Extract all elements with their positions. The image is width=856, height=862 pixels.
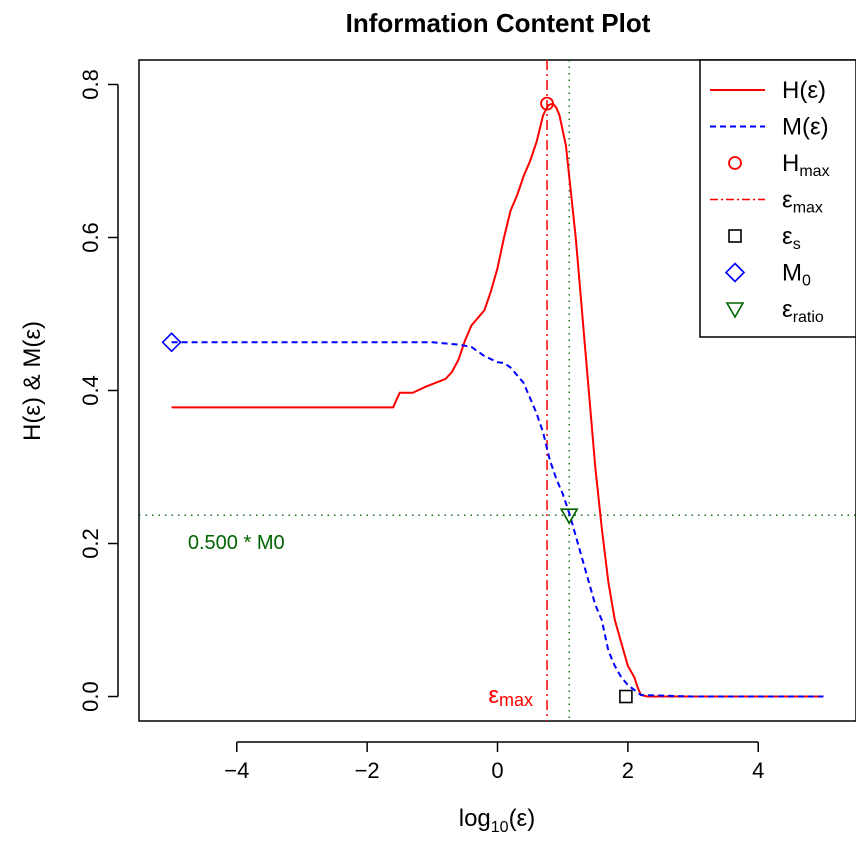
legend-label: εmax	[782, 187, 823, 217]
eps-max-annotation-base: ε	[488, 682, 499, 709]
legend-entry-Hmax: Hmax	[728, 150, 830, 180]
legend-symbol	[725, 302, 745, 319]
eps-max-annotation-sub: max	[499, 690, 533, 710]
hmax-point	[540, 96, 554, 111]
legend-label-base: H(ε)	[782, 77, 826, 104]
legend-symbol	[728, 156, 742, 170]
series-H-line	[171, 102, 824, 698]
legend-label-base: ε	[782, 187, 793, 214]
legend-symbol	[728, 229, 742, 243]
legend-label: M(ε)	[782, 114, 829, 141]
y-axis-title: H(ε) & M(ε)	[19, 321, 46, 441]
chart-title: Information Content Plot	[346, 8, 651, 38]
legend-label: εratio	[782, 296, 824, 326]
reference-lines	[139, 60, 856, 721]
x-tick-label: −2	[355, 758, 380, 783]
x-axis-title-sub: 10	[491, 819, 509, 836]
series-layer	[171, 102, 824, 698]
legend-label-sub: max	[799, 163, 829, 180]
m0-point	[161, 332, 182, 353]
eps-ratio-point	[559, 508, 579, 525]
legend-label-sub: ratio	[793, 309, 824, 326]
legend-label-sub: max	[793, 200, 823, 217]
x-axis-title: log10(ε)	[459, 805, 536, 836]
legend-label: H(ε)	[782, 77, 826, 104]
legend-symbol	[724, 262, 746, 283]
x-tick-label: 4	[752, 758, 764, 783]
marker-layer	[161, 96, 633, 704]
legend-label: M0	[782, 260, 811, 290]
legend-label-base: H	[782, 150, 799, 177]
y-tick-label: 0.0	[78, 681, 103, 712]
x-tick-label: 2	[622, 758, 634, 783]
legend-label-sub: 0	[802, 273, 811, 290]
legend-entry-eps_s: εs	[728, 223, 801, 253]
ratio-annotation: 0.500 * M0	[188, 532, 285, 554]
y-tick-label: 0.6	[78, 222, 103, 253]
legend-label-base: M	[782, 260, 802, 287]
x-tick-label: −4	[224, 758, 249, 783]
x-axis: −4 −2 0 2 4	[224, 741, 764, 783]
x-tick-label: 0	[491, 758, 503, 783]
legend-label: Hmax	[782, 150, 830, 180]
eps-max-annotation: εmax	[488, 682, 533, 710]
legend-label-sub: s	[793, 236, 801, 253]
legend-box	[699, 59, 856, 338]
x-axis-title-rest: (ε)	[509, 805, 536, 832]
legend-label-base: M(ε)	[782, 114, 829, 141]
plot-frame	[138, 59, 856, 722]
legend-entry-H: H(ε)	[710, 77, 826, 104]
y-axis: 0.0 0.2 0.4 0.6 0.8	[78, 69, 119, 712]
legend-label: εs	[782, 223, 801, 253]
legend-entry-eps_ratio: εratio	[725, 296, 824, 326]
x-axis-title-base: log	[459, 805, 491, 832]
y-tick-label: 0.2	[78, 528, 103, 559]
legend-entry-eps_max: εmax	[710, 187, 823, 217]
legend-label-base: ε	[782, 296, 793, 323]
legend-entry-M0: M0	[724, 260, 811, 290]
y-tick-label: 0.8	[78, 69, 103, 100]
legend-entry-M: M(ε)	[710, 114, 829, 141]
legend-label-base: ε	[782, 223, 793, 250]
series-M-line	[171, 341, 824, 698]
eps-s-point	[619, 689, 633, 704]
y-tick-label: 0.4	[78, 375, 103, 406]
